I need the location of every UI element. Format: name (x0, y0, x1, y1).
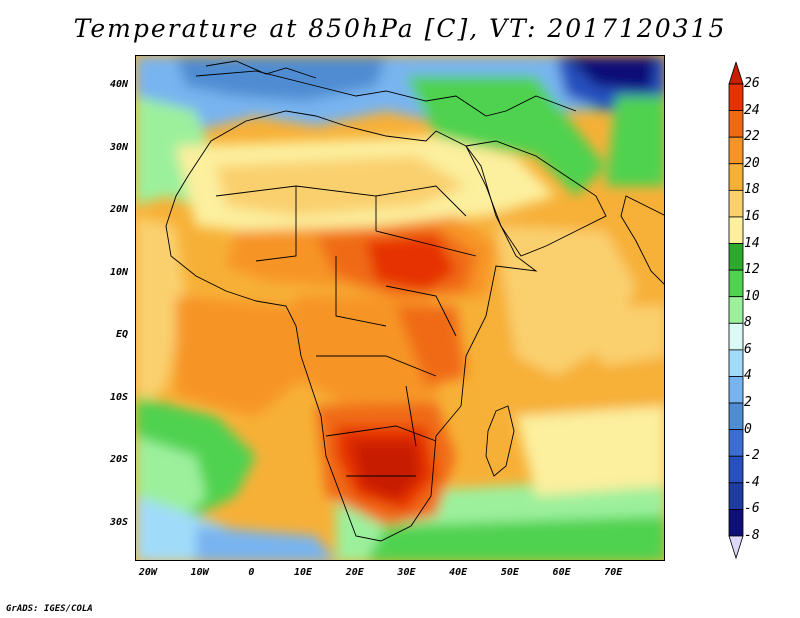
colorbar-swatch (728, 296, 744, 324)
colorbar-swatch (728, 189, 744, 218)
longitude-tick-label: 0 (248, 567, 255, 578)
latitude-tick-label: 10N (109, 266, 128, 278)
colorbar-swatch (728, 376, 744, 404)
longitude-tick-label: 30E (397, 567, 416, 578)
colorbar-swatch (728, 163, 744, 191)
longitude-tick-label: 20E (345, 567, 364, 578)
colorbar-min-arrow (728, 535, 744, 560)
latitude-tick-label: 20N (109, 204, 128, 216)
colorbar-tick-label: 18 (744, 182, 760, 198)
colorbar-tick-label: 8 (744, 315, 752, 331)
colorbar-tick-label: 16 (744, 208, 760, 224)
longitude-tick-label: 70E (604, 567, 623, 578)
colorbar-swatch (728, 455, 744, 484)
colorbar-tick-label: -8 (744, 528, 760, 543)
colorbar-tick-label: 22 (744, 129, 760, 145)
longitude-tick-label: 40E (449, 567, 468, 578)
latitude-tick-label: 20S (109, 454, 128, 466)
colorbar-tick-label: 4 (744, 368, 752, 384)
latitude-tick-label: 30N (109, 141, 128, 153)
colorbar-tick-label: -6 (744, 501, 760, 517)
temperature-field (136, 56, 664, 560)
colorbar-tick-label: 20 (744, 155, 760, 171)
colorbar-tick-label: 0 (744, 421, 752, 437)
colorbar-tick-label: 10 (744, 288, 760, 304)
latitude-tick-label: 40N (109, 79, 128, 91)
colorbar-tick-label: 26 (744, 76, 760, 91)
colorbar-swatch (728, 322, 744, 351)
grads-credit: GrADS: IGES/COLA (6, 604, 93, 614)
longitude-tick-label: 50E (500, 567, 519, 578)
colorbar-tick-label: 14 (744, 235, 760, 251)
colorbar-max-arrow (728, 62, 744, 85)
latitude-tick-label: 30S (109, 516, 128, 528)
colorbar-tick-label: -4 (744, 474, 760, 490)
colorbar-swatch (728, 216, 744, 244)
colorbar-swatch (728, 349, 744, 377)
colorbar-swatch (728, 482, 744, 510)
colorbar-swatch (728, 429, 744, 457)
colorbar-tick-label: 24 (744, 102, 760, 118)
colorbar-tick-label: -2 (744, 448, 760, 464)
colorbar-tick-label: 12 (744, 262, 760, 278)
map-title: Temperature at 850hPa [C], VT: 201712031… (73, 14, 727, 43)
colorbar (728, 62, 744, 560)
colorbar-swatch (728, 243, 744, 271)
colorbar-swatch (728, 509, 744, 537)
colorbar-swatch (728, 136, 744, 165)
longitude-tick-label: 10W (190, 567, 209, 578)
colorbar-swatch (728, 83, 744, 111)
colorbar-tick-label: 6 (744, 341, 752, 357)
colorbar-swatch (728, 402, 744, 431)
colorbar-swatch (728, 110, 744, 138)
latitude-tick-label: EQ (115, 329, 128, 341)
longitude-tick-label: 60E (552, 567, 571, 578)
map-plot-area (135, 55, 665, 561)
temperature-map (136, 56, 664, 560)
coastlines (165, 60, 664, 542)
longitude-tick-label: 10E (294, 567, 313, 578)
colorbar-swatch (728, 269, 744, 298)
colorbar-tick-label: 2 (744, 395, 752, 411)
longitude-tick-label: 20W (138, 567, 157, 578)
latitude-tick-label: 10S (109, 391, 128, 403)
